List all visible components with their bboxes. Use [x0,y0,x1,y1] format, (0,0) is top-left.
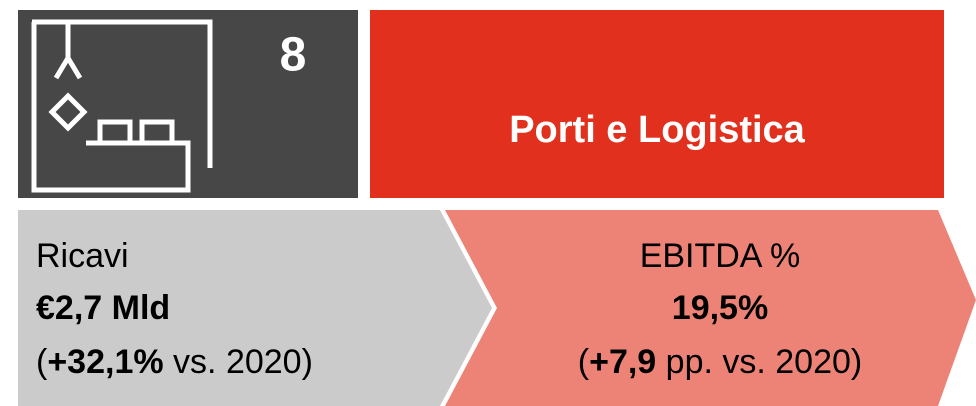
kpi-change: (+32,1% vs. 2020) [36,343,313,381]
change-rest: pp. vs. 2020) [666,343,863,381]
kpi-chevron [18,210,492,406]
change-rest: vs. 2020) [173,343,313,381]
port-icon [31,19,213,193]
paren: ( [36,343,48,381]
kpi-value: €2,7 Mld [36,289,170,327]
number: 8 [280,29,307,82]
paren: ( [578,343,590,381]
kpi-change: (+7,9 pp. vs. 2020) [578,343,862,381]
kpi-label: Ricavi [36,237,129,275]
title-box [370,10,944,198]
kpi-value: 19,5% [672,289,768,327]
kpi-chevron [445,210,976,406]
change-value: +32,1% [47,343,163,381]
kpi-label: EBITDA % [640,237,801,275]
title: Porti e Logistica [509,109,805,151]
change-value: +7,9 [589,343,656,381]
